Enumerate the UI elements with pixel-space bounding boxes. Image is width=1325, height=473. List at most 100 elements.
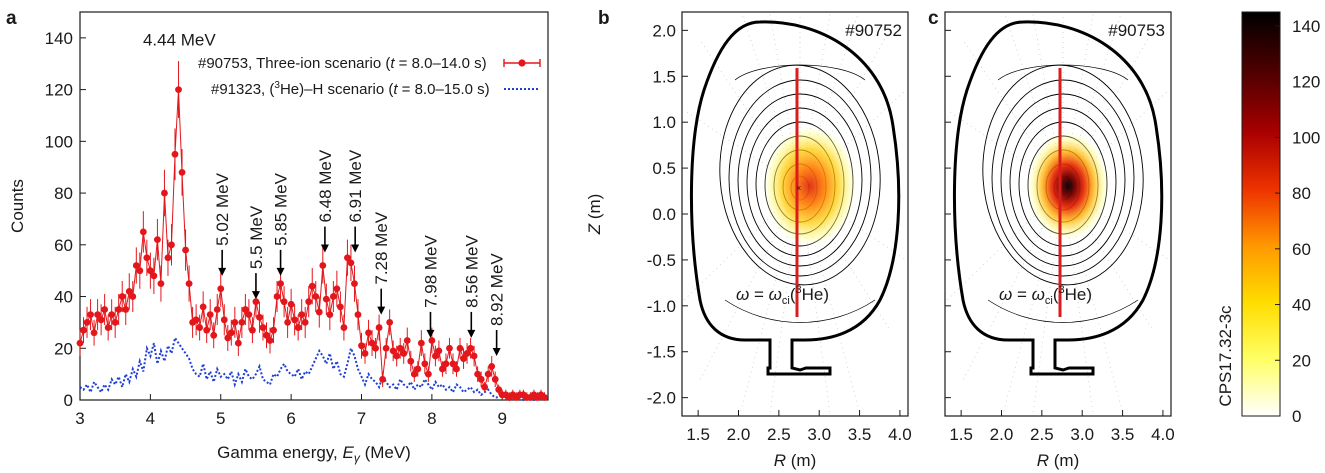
- data-point: [122, 306, 130, 313]
- data-point: [280, 298, 288, 306]
- peak-label: 8.56 MeV: [462, 234, 481, 307]
- data-point: [80, 326, 87, 334]
- data-point: [414, 365, 422, 373]
- x-axis-title: R (m): [774, 451, 817, 470]
- peak-annotations: 4.44 MeV 5.02 MeV 5.5 MeV 5.85 MeV 6.48 MeV 6…: [143, 31, 507, 357]
- legend-label-three-ion: #90753, Three-ion scenario (t = 8.0–14.0…: [198, 55, 487, 72]
- peak-label: 6.48 MeV: [316, 149, 335, 222]
- data-point: [428, 337, 436, 344]
- data-point: [238, 319, 246, 326]
- data-point: [206, 311, 214, 319]
- data-point: [481, 383, 489, 391]
- data-point: [386, 319, 394, 326]
- data-point: [365, 329, 372, 337]
- x-tick-label: 6: [286, 409, 295, 428]
- data-point: [541, 394, 548, 401]
- legend: #90753, Three-ion scenario (t = 8.0–14.0…: [198, 55, 541, 98]
- colorbar-tick-label: 40: [1292, 296, 1311, 315]
- colorbar-ticks: 0 20 40 60 80 100 120 140: [1275, 17, 1320, 426]
- data-point: [115, 306, 123, 313]
- data-point: [76, 339, 84, 347]
- data-point: [403, 337, 411, 344]
- data-point: [421, 360, 429, 368]
- data-point: [284, 319, 292, 326]
- data-point: [178, 168, 186, 176]
- y-tick-label: -1.5: [647, 343, 676, 362]
- data-point: [196, 324, 204, 331]
- emission-map: [762, 124, 858, 248]
- x-tick-label: 4.0: [1151, 425, 1175, 444]
- peak-arrowhead: [251, 291, 260, 300]
- colorbar-label: CPS17.32-3c: [1216, 305, 1235, 407]
- axis-ticks: 1.5 2.0 2.5 3.0 3.5 4.0 -2.0 -1.5 -1.0 -0.5 0.0 0.5…: [647, 21, 912, 444]
- data-point: [453, 365, 460, 373]
- y-tick-label: 0.5: [652, 159, 676, 178]
- peak-arrowhead: [351, 244, 360, 253]
- data-point: [185, 280, 193, 287]
- data-point: [336, 303, 344, 311]
- data-point: [227, 329, 235, 337]
- x-tick-label: 2.0: [990, 425, 1014, 444]
- y-tick-label: -2.0: [647, 389, 676, 408]
- data-point: [97, 316, 105, 324]
- peak-label: 5.02 MeV: [213, 172, 232, 245]
- poloidal-panel-c: 1.5 2.0 2.5 3.0 3.5 4.0 #90753 ω = ωci(3He) R…: [944, 11, 1175, 470]
- poloidal-panel-b: × 1.5 2.0 2.5 3.0 3.5 4.0 -2.0 -1.5 -1.0 -0.5 0.0 0…: [585, 11, 912, 470]
- colorbar-tick-label: 0: [1292, 407, 1301, 426]
- data-point: [104, 324, 112, 331]
- legend-label-3he-h: #91323, (3He)–H scenario (t = 8.0–15.0 s…: [211, 80, 490, 98]
- data-point: [249, 326, 256, 334]
- data-point: [256, 313, 263, 321]
- vessel-wall: [689, 20, 901, 376]
- x-tick-label: 3.5: [848, 425, 872, 444]
- y-tick-label: 80: [54, 184, 73, 203]
- data-point: [407, 357, 415, 365]
- data-point: [213, 306, 221, 313]
- data-point: [252, 298, 260, 306]
- resonance-label: ω = ωci(3He): [999, 284, 1092, 307]
- data-point: [463, 350, 471, 357]
- data-point: [326, 311, 334, 319]
- x-tick-label: 3.5: [1111, 425, 1135, 444]
- y-tick-label: 0.0: [652, 205, 676, 224]
- panel-letter-c: c: [928, 8, 939, 29]
- colorbar-tick-label: 60: [1292, 240, 1311, 259]
- data-point: [491, 375, 499, 383]
- data-point: [400, 350, 408, 357]
- data-point: [287, 300, 295, 308]
- data-point: [322, 295, 330, 303]
- data-point: [410, 370, 418, 378]
- series-line: [79, 335, 546, 402]
- spectrum-panel: 3 4 5 6 7 8 9 0 20 40 60 80 100 120 140 4.44 MeV 5.02 M…: [8, 11, 549, 465]
- data-point: [470, 352, 478, 360]
- data-point: [154, 236, 161, 244]
- peak-label: 6.91 MeV: [346, 149, 365, 222]
- data-point: [192, 316, 200, 324]
- y-tick-label: -0.5: [647, 251, 676, 270]
- y-tick-label: 1.0: [652, 113, 676, 132]
- data-point: [308, 282, 316, 290]
- data-point: [94, 311, 101, 319]
- x-tick-label: 1.5: [949, 425, 973, 444]
- data-point: [161, 189, 168, 197]
- x-tick-label: 8: [427, 409, 436, 428]
- y-tick-label: 1.5: [652, 67, 676, 86]
- peak-arrowhead: [276, 267, 285, 276]
- y-tick-label: 2.0: [652, 21, 676, 40]
- data-point: [199, 303, 207, 311]
- x-tick-label: 3.0: [807, 425, 831, 444]
- data-point: [460, 355, 467, 363]
- y-tick-label: 60: [54, 236, 73, 255]
- data-point: [241, 306, 249, 313]
- y-tick-label: 40: [54, 288, 73, 307]
- x-tick-label: 2.5: [767, 425, 791, 444]
- panel-letter-a: a: [6, 8, 17, 29]
- data-point: [347, 259, 355, 267]
- data-point: [108, 311, 116, 319]
- shot-label: #90753: [1108, 21, 1165, 40]
- data-point: [449, 360, 457, 368]
- data-point: [87, 311, 94, 319]
- x-tick-label: 3: [75, 409, 84, 428]
- colorbar-tick-label: 140: [1292, 17, 1320, 36]
- data-point: [90, 329, 98, 337]
